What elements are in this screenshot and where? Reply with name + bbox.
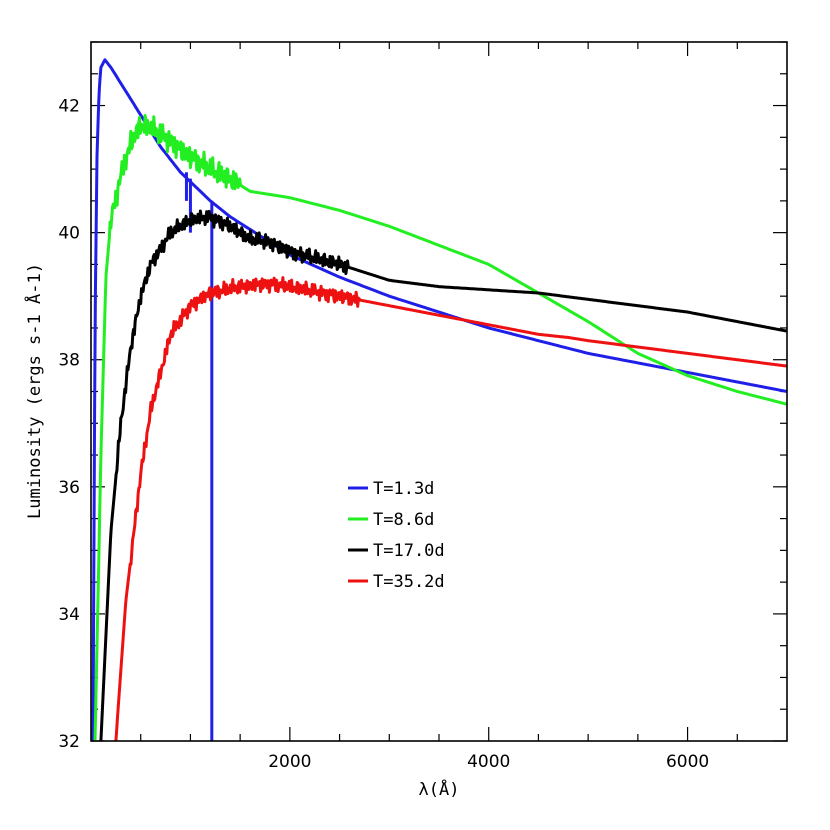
tick-labels: 2000 4000 6000 32 34 36 38 40 42 (58, 97, 709, 772)
x-tick-label: 2000 (268, 752, 311, 772)
y-tick-label: 38 (58, 351, 80, 371)
x-tick-label: 6000 (666, 752, 709, 772)
y-tick-label: 32 (58, 732, 80, 752)
y-tick-label: 34 (58, 605, 80, 625)
series-line-4 (114, 276, 787, 741)
series-lines (91, 58, 787, 741)
x-tick-label: 4000 (467, 752, 510, 772)
y-axis-title: Luminosity (ergs s-1 Å-1) (23, 263, 45, 519)
legend-label: T=8.6d (373, 510, 434, 530)
tick-marks (91, 41, 787, 742)
series-line-3 (99, 209, 787, 741)
plot-frame (90, 41, 788, 742)
y-tick-label: 40 (58, 224, 80, 244)
x-axis-title: λ(Å) (419, 778, 460, 800)
legend: T=1.3d T=8.6d T=17.0d T=35.2d (348, 479, 445, 592)
legend-label: T=17.0d (373, 541, 445, 561)
legend-label: T=1.3d (373, 479, 434, 499)
y-tick-label: 36 (58, 478, 80, 498)
y-tick-label: 42 (58, 97, 80, 117)
series-line-2 (93, 114, 787, 741)
legend-label: T=35.2d (373, 572, 445, 592)
